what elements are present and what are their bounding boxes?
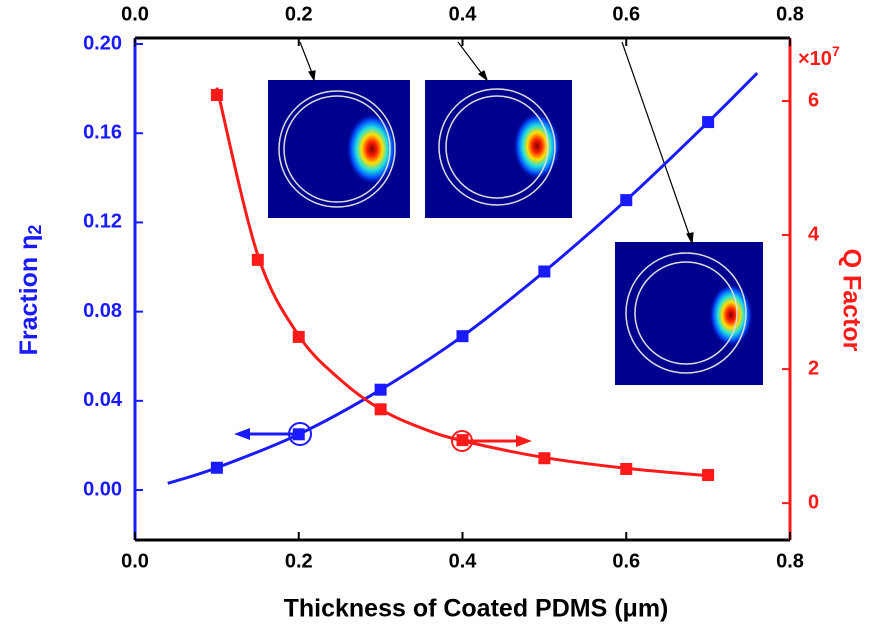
inset-images bbox=[268, 80, 763, 385]
y2-multiplier-base: ×10 bbox=[798, 48, 832, 70]
x-axis-title: Thickness of Coated PDMS (μm) bbox=[284, 595, 669, 623]
x2-tick-label: 0.6 bbox=[612, 3, 640, 25]
y2-multiplier: ×107 bbox=[798, 43, 840, 71]
data-point bbox=[210, 461, 223, 474]
data-point bbox=[538, 265, 551, 278]
x-tick-label: 0.8 bbox=[776, 550, 804, 572]
data-point bbox=[374, 403, 387, 416]
fit-line bbox=[167, 71, 759, 485]
data-point bbox=[620, 462, 633, 475]
y2-tick-label: 2 bbox=[808, 357, 819, 379]
data-point bbox=[456, 330, 469, 343]
data-point bbox=[456, 434, 469, 447]
y-tick-label: 0.12 bbox=[83, 211, 122, 233]
x2-tick-label: 0.4 bbox=[449, 3, 478, 25]
pointer-arrows bbox=[299, 41, 694, 245]
data-point bbox=[374, 383, 387, 396]
data-point bbox=[292, 428, 305, 441]
x2-tick-label: 0.8 bbox=[776, 3, 804, 25]
y-tick-label: 0.16 bbox=[83, 122, 122, 144]
y2-axis-title: Q Factor bbox=[837, 249, 865, 352]
y2-multiplier-exp: 7 bbox=[832, 43, 840, 59]
axis-indicators bbox=[234, 422, 532, 452]
data-point bbox=[702, 116, 715, 129]
y-tick-label: 0.08 bbox=[83, 300, 122, 322]
x-tick-label: 0.2 bbox=[285, 550, 313, 572]
y-tick-label: 0.04 bbox=[83, 389, 123, 411]
x-tick-label: 0.4 bbox=[449, 550, 478, 572]
data-point bbox=[210, 88, 223, 101]
data-point bbox=[251, 253, 264, 266]
x-tick-label: 0.6 bbox=[612, 550, 640, 572]
data-point bbox=[292, 330, 305, 343]
data-point bbox=[538, 452, 551, 465]
y2-tick-label: 4 bbox=[808, 223, 820, 245]
y-axis-title-sub: 2 bbox=[25, 225, 45, 235]
y2-tick-label: 6 bbox=[808, 89, 819, 111]
data-point bbox=[702, 468, 715, 481]
x2-tick-label: 0.0 bbox=[121, 3, 149, 25]
x-tick-label: 0.0 bbox=[121, 550, 149, 572]
y-axis-title-main: Fraction η bbox=[15, 235, 43, 356]
y-tick-label: 0.20 bbox=[83, 32, 122, 54]
x2-tick-label: 0.2 bbox=[285, 3, 313, 25]
y2-tick-label: 0 bbox=[808, 491, 819, 513]
y-tick-label: 0.00 bbox=[83, 478, 122, 500]
y-axis-title: Fraction η2 bbox=[15, 225, 45, 356]
data-point bbox=[620, 194, 633, 207]
